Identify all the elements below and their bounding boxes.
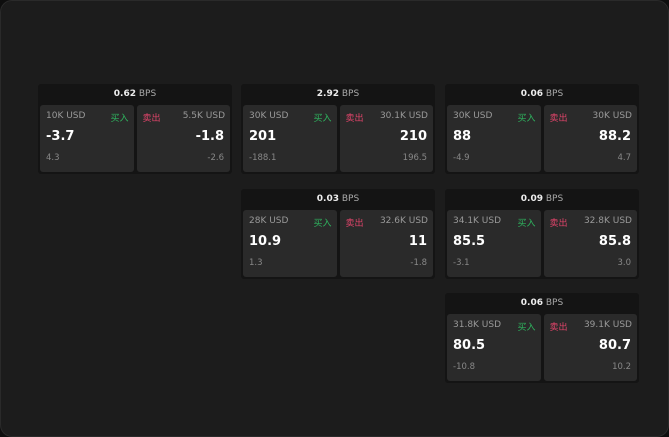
buy-label: 买入 bbox=[313, 114, 332, 124]
ask-change: 10.2 bbox=[612, 362, 631, 372]
bid-size: 31.8K USD bbox=[453, 320, 502, 330]
sell-label: 卖出 bbox=[142, 114, 161, 124]
buy-label: 买入 bbox=[517, 323, 536, 333]
ask-size: 32.8K USD bbox=[583, 216, 632, 226]
buy-cell[interactable]: 30K USD 买入 201 -188.1 bbox=[243, 105, 337, 172]
bid-price: 85.5 bbox=[453, 234, 486, 249]
ask-price: 88.2 bbox=[598, 129, 631, 144]
bid-change: 4.3 bbox=[46, 153, 60, 163]
sell-cell[interactable]: 卖出 5.5K USD -1.8 -2.6 bbox=[136, 105, 230, 172]
spread-header: 0.03 BPS bbox=[241, 189, 435, 210]
ask-size: 32.6K USD bbox=[379, 216, 428, 226]
buy-cell[interactable]: 10K USD 买入 -3.7 4.3 bbox=[40, 105, 134, 172]
spread-unit: BPS bbox=[138, 89, 157, 99]
bid-price: 88 bbox=[453, 129, 472, 144]
buy-label: 买入 bbox=[110, 114, 129, 124]
ask-change: -1.8 bbox=[410, 258, 427, 268]
spread-value: 2.92 bbox=[316, 89, 339, 99]
bid-change: -3.1 bbox=[453, 258, 470, 268]
spread-unit: BPS bbox=[545, 89, 564, 99]
spread-header: 2.92 BPS bbox=[241, 84, 435, 105]
spread-header: 0.62 BPS bbox=[38, 84, 232, 105]
ask-change: 3.0 bbox=[617, 258, 631, 268]
bid-change: -188.1 bbox=[249, 153, 277, 163]
buy-label: 买入 bbox=[517, 114, 536, 124]
quote-panel: 0.09 BPS 34.1K USD 买入 85.5 -3.1 卖出 32.8K U… bbox=[445, 189, 639, 279]
bid-price: 10.9 bbox=[249, 234, 282, 249]
bid-size: 30K USD bbox=[249, 111, 289, 121]
ask-price: 210 bbox=[399, 129, 427, 144]
spread-unit: BPS bbox=[545, 298, 564, 308]
ask-change: 4.7 bbox=[617, 153, 631, 163]
quote-panel: 2.92 BPS 30K USD 买入 201 -188.1 卖出 30.1K US… bbox=[241, 84, 435, 174]
buy-cell[interactable]: 34.1K USD 买入 85.5 -3.1 bbox=[447, 210, 541, 277]
spread-unit: BPS bbox=[341, 194, 360, 204]
sell-cell[interactable]: 卖出 32.6K USD 11 -1.8 bbox=[339, 210, 433, 277]
buy-cell[interactable]: 28K USD 买入 10.9 1.3 bbox=[243, 210, 337, 277]
sell-cell[interactable]: 卖出 32.8K USD 85.8 3.0 bbox=[543, 210, 637, 277]
quote-panel: 0.03 BPS 28K USD 买入 10.9 1.3 卖出 32.6K USD … bbox=[241, 189, 435, 279]
bid-change: -4.9 bbox=[453, 153, 470, 163]
quote-panel: 0.06 BPS 30K USD 买入 88 -4.9 卖出 30K USD 88.… bbox=[445, 84, 639, 174]
quote-panel: 0.06 BPS 31.8K USD 买入 80.5 -10.8 卖出 39.1K … bbox=[445, 293, 639, 383]
spread-unit: BPS bbox=[341, 89, 360, 99]
spread-value: 0.09 bbox=[520, 194, 543, 204]
ask-size: 30.1K USD bbox=[379, 111, 428, 121]
bid-change: -10.8 bbox=[453, 362, 475, 372]
bid-price: -3.7 bbox=[46, 129, 75, 144]
spread-header: 0.09 BPS bbox=[445, 189, 639, 210]
ask-price: 85.8 bbox=[598, 234, 631, 249]
buy-label: 买入 bbox=[313, 219, 332, 229]
sell-cell[interactable]: 卖出 30.1K USD 210 196.5 bbox=[339, 105, 433, 172]
sell-label: 卖出 bbox=[345, 219, 364, 229]
spread-value: 0.06 bbox=[520, 89, 543, 99]
spread-header: 0.06 BPS bbox=[445, 84, 639, 105]
ask-size: 5.5K USD bbox=[182, 111, 225, 121]
spread-value: 0.03 bbox=[316, 194, 339, 204]
bid-size: 10K USD bbox=[46, 111, 86, 121]
buy-cell[interactable]: 31.8K USD 买入 80.5 -10.8 bbox=[447, 314, 541, 381]
spread-value: 0.62 bbox=[113, 89, 136, 99]
bid-size: 28K USD bbox=[249, 216, 289, 226]
bid-size: 30K USD bbox=[453, 111, 493, 121]
sell-label: 卖出 bbox=[549, 323, 568, 333]
sell-cell[interactable]: 卖出 30K USD 88.2 4.7 bbox=[543, 105, 637, 172]
sell-label: 卖出 bbox=[549, 114, 568, 124]
ask-price: -1.8 bbox=[195, 129, 224, 144]
ask-size: 30K USD bbox=[592, 111, 632, 121]
ask-change: 196.5 bbox=[402, 153, 427, 163]
spread-header: 0.06 BPS bbox=[445, 293, 639, 314]
buy-cell[interactable]: 30K USD 买入 88 -4.9 bbox=[447, 105, 541, 172]
quote-panel: 0.62 BPS 10K USD 买入 -3.7 4.3 卖出 5.5K USD -… bbox=[38, 84, 232, 174]
bid-size: 34.1K USD bbox=[453, 216, 502, 226]
ask-price: 80.7 bbox=[598, 338, 631, 353]
sell-label: 卖出 bbox=[549, 219, 568, 229]
bid-price: 201 bbox=[249, 129, 277, 144]
bid-change: 1.3 bbox=[249, 258, 263, 268]
sell-label: 卖出 bbox=[345, 114, 364, 124]
spread-unit: BPS bbox=[545, 194, 564, 204]
ask-change: -2.6 bbox=[207, 153, 224, 163]
ask-size: 39.1K USD bbox=[583, 320, 632, 330]
ask-price: 11 bbox=[408, 234, 427, 249]
spread-value: 0.06 bbox=[520, 298, 543, 308]
buy-label: 买入 bbox=[517, 219, 536, 229]
bid-price: 80.5 bbox=[453, 338, 486, 353]
sell-cell[interactable]: 卖出 39.1K USD 80.7 10.2 bbox=[543, 314, 637, 381]
